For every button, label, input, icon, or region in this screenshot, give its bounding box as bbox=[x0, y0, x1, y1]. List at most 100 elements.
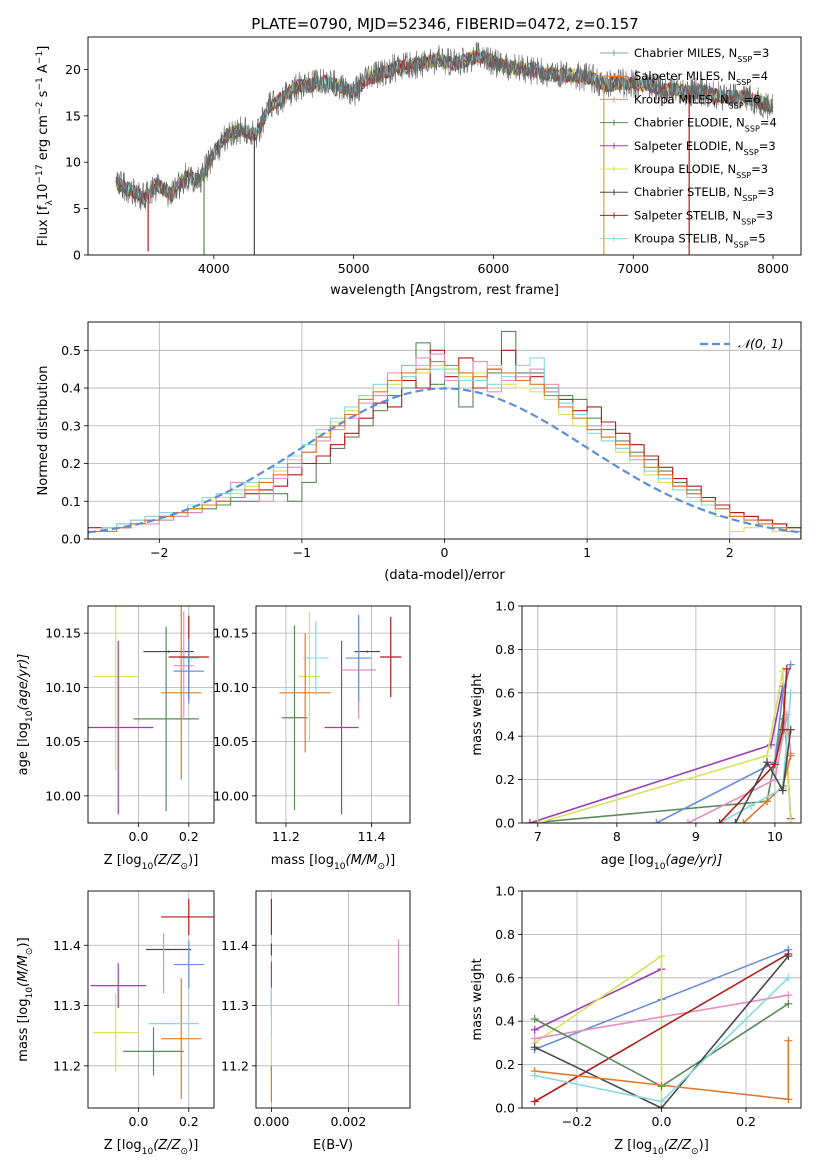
age_vs_mass-points bbox=[279, 611, 402, 815]
x-tick-label: 10 bbox=[767, 829, 783, 844]
y-tick-label: 0.0 bbox=[495, 816, 515, 831]
mass_vs_Z-axes: 0.0 0.2 11.2 11.3 11.4 bbox=[53, 891, 214, 1129]
x-tick-label: 8000 bbox=[757, 261, 789, 276]
x-tick-label: 0.0 bbox=[128, 1114, 148, 1129]
y-tick-label: 0.6 bbox=[495, 970, 515, 985]
legend-label: Salpeter MILES, NSSP=4 bbox=[634, 69, 768, 87]
y-tick-label: 0.3 bbox=[61, 418, 81, 433]
weight-line bbox=[719, 692, 792, 823]
age_vs_mass-axes: 11.2 11.4 10.00 10.05 10.10 10.15 bbox=[213, 606, 410, 844]
residuals-frame bbox=[87, 321, 802, 540]
legend-label: 𝒩(0, 1) bbox=[738, 336, 784, 351]
x-tick-label: −1 bbox=[293, 545, 311, 560]
legend-label: Chabrier ELODIE, NSSP=4 bbox=[634, 116, 777, 134]
y-tick-label: 0.4 bbox=[61, 381, 81, 396]
y-axis-label: mass weight bbox=[470, 673, 485, 755]
y-tick-label: 10.05 bbox=[45, 734, 81, 749]
x-tick-label: 5000 bbox=[338, 261, 370, 276]
x-axis-label: Z [log10(Z/Z⊙)] bbox=[614, 1138, 709, 1157]
y-tick-label: 5 bbox=[73, 201, 81, 216]
spectrum-frame bbox=[87, 36, 802, 256]
mass_vs_Z-frame bbox=[87, 890, 215, 1109]
y-tick-label: 15 bbox=[65, 108, 81, 123]
legend-label: Kroupa MILES, NSSP=6 bbox=[634, 92, 761, 110]
y-tick-label: 10.00 bbox=[213, 788, 249, 803]
y-axis-label: Flux [fλ10−17 erg cm−2 s−1 A−1] bbox=[35, 46, 55, 247]
spectrum-lines bbox=[115, 42, 774, 255]
residuals-axes: −2 −1 0 1 2 0.0 0.1 0.2 0.3 0.4 0.5 bbox=[61, 322, 801, 560]
x-tick-label: 6000 bbox=[478, 261, 510, 276]
x-tick-label: 0.000 bbox=[254, 1114, 290, 1129]
x-axis-label: (data-model)/error bbox=[384, 568, 505, 583]
y-axis-label: mass weight bbox=[470, 958, 485, 1040]
mass_weight_vs_Z-axes: −0.2 0.0 0.2 0.0 0.2 0.4 0.6 0.8 1.0 bbox=[495, 884, 801, 1129]
weight-line bbox=[534, 994, 789, 1040]
legend-label: Salpeter STELIB, NSSP=3 bbox=[634, 208, 773, 226]
y-tick-label: 11.4 bbox=[221, 938, 249, 953]
y-tick-label: 11.2 bbox=[53, 1058, 81, 1073]
x-tick-label: 1 bbox=[583, 545, 591, 560]
y-tick-label: 1.0 bbox=[495, 599, 515, 614]
observed-spectrum bbox=[115, 42, 774, 211]
x-axis-label: E(B-V) bbox=[313, 1138, 353, 1153]
mass_weight_vs_Z-lines bbox=[530, 945, 793, 1108]
x-axis-label: Z [log10(Z/Z⊙)] bbox=[104, 853, 199, 872]
x-tick-label: 7 bbox=[534, 829, 542, 844]
y-tick-label: 0.5 bbox=[61, 343, 81, 358]
weight-line bbox=[537, 670, 792, 823]
y-tick-label: 0.1 bbox=[61, 494, 81, 509]
x-tick-label: 0.0 bbox=[128, 829, 148, 844]
x-tick-label: 8 bbox=[613, 829, 621, 844]
x-tick-label: 0 bbox=[441, 545, 449, 560]
y-tick-label: 0.0 bbox=[61, 532, 81, 547]
y-tick-label: 0.2 bbox=[61, 456, 81, 471]
y-tick-label: 10.15 bbox=[45, 626, 81, 641]
x-axis-label: Z [log10(Z/Z⊙)] bbox=[104, 1138, 199, 1157]
mass_weight_vs_age-axes: 7 8 9 10 0.0 0.2 0.4 0.6 0.8 1.0 bbox=[495, 599, 801, 844]
x-tick-label: 9 bbox=[692, 829, 700, 844]
y-tick-label: 0.2 bbox=[495, 1057, 515, 1072]
x-tick-label: 4000 bbox=[198, 261, 230, 276]
y-tick-label: 0.4 bbox=[495, 729, 515, 744]
age_vs_Z-points bbox=[88, 606, 209, 815]
y-tick-label: 10.05 bbox=[213, 734, 249, 749]
y-tick-label: 11.3 bbox=[221, 998, 249, 1013]
y-tick-label: 0.8 bbox=[495, 927, 515, 942]
x-tick-label: 0.2 bbox=[736, 1114, 756, 1129]
weight-line bbox=[534, 955, 789, 1108]
x-tick-label: 7000 bbox=[617, 261, 649, 276]
weight-line bbox=[534, 953, 789, 1103]
y-tick-label: 10.15 bbox=[213, 626, 249, 641]
histogram-group bbox=[88, 330, 801, 539]
y-tick-label: 0.6 bbox=[495, 685, 515, 700]
legend-label: Salpeter ELODIE, NSSP=3 bbox=[634, 139, 776, 157]
y-axis-label: mass [log10(M/M⊙)] bbox=[16, 937, 35, 1061]
y-tick-label: 1.0 bbox=[495, 884, 515, 899]
legend-label: Chabrier STELIB, NSSP=3 bbox=[634, 185, 774, 203]
y-tick-label: 0.0 bbox=[495, 1101, 515, 1116]
y-tick-label: 11.2 bbox=[221, 1058, 249, 1073]
age_vs_mass-frame bbox=[255, 605, 411, 824]
legend-label: Kroupa STELIB, NSSP=5 bbox=[634, 232, 766, 250]
spectrum-legend: Chabrier MILES, NSSP=3 Salpeter MILES, NS… bbox=[600, 46, 777, 249]
x-tick-label: 2 bbox=[726, 545, 734, 560]
y-tick-label: 0.8 bbox=[495, 642, 515, 657]
histogram-step bbox=[88, 361, 801, 539]
x-tick-label: 0.002 bbox=[331, 1114, 367, 1129]
weight-line bbox=[734, 729, 792, 823]
mass_weight_vs_age-frame bbox=[521, 605, 802, 824]
legend-label: Chabrier MILES, NSSP=3 bbox=[634, 46, 769, 64]
weight-line bbox=[742, 755, 792, 823]
y-tick-label: 10 bbox=[65, 155, 81, 170]
spectrum-axes: 4000 5000 6000 7000 8000 0 5 10 15 20 bbox=[65, 62, 789, 276]
mass_vs_EBV-frame bbox=[255, 890, 411, 1109]
y-tick-label: 0.4 bbox=[495, 1014, 515, 1029]
weight-line bbox=[687, 714, 792, 823]
x-axis-label: wavelength [Angstrom, rest frame] bbox=[330, 283, 559, 298]
y-tick-label: 11.4 bbox=[53, 938, 81, 953]
x-tick-label: 11.4 bbox=[358, 829, 386, 844]
mass_vs_Z-points bbox=[90, 898, 214, 1099]
figure-title: PLATE=0790, MJD=52346, FIBERID=0472, z=0… bbox=[251, 15, 638, 33]
x-tick-label: −2 bbox=[150, 545, 168, 560]
